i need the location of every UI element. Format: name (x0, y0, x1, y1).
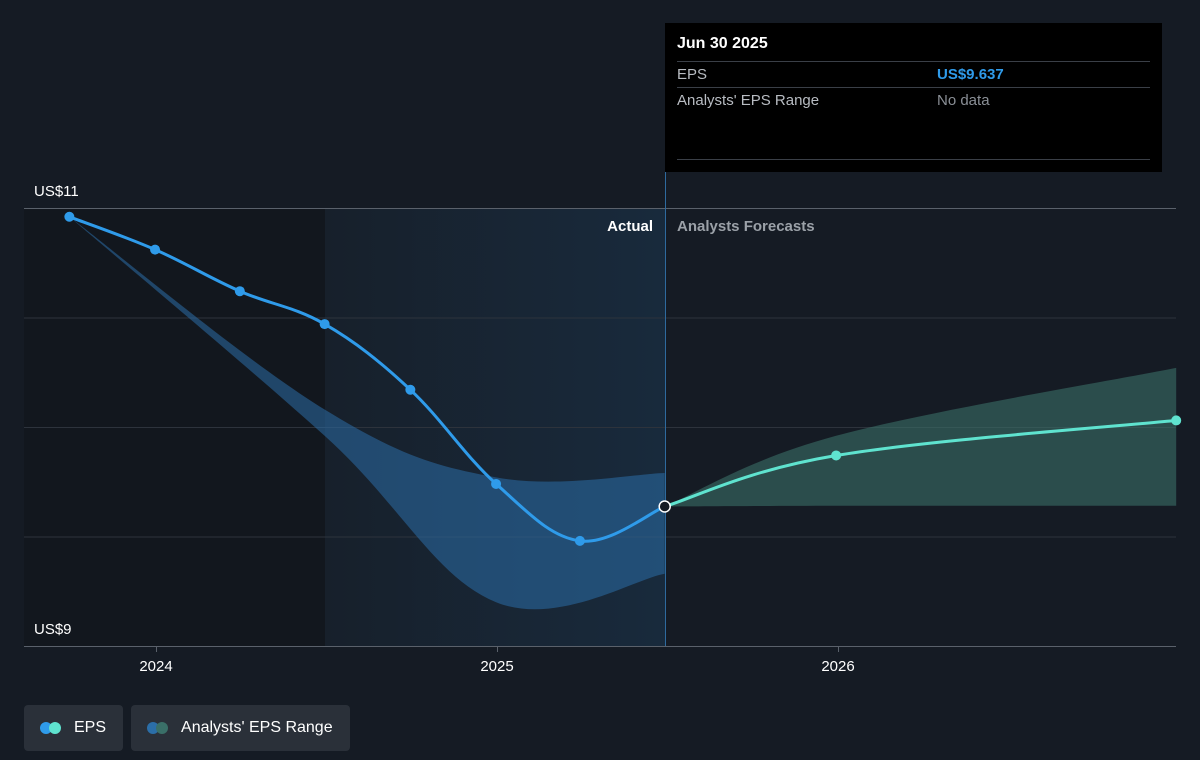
eps-range-band-forecast (664, 367, 1177, 507)
y-axis-top-label: US$11 (34, 183, 79, 200)
eps-line-actual (67, 215, 667, 543)
eps-legend-swatch-icon (40, 722, 64, 734)
tooltip-date: Jun 30 2025 (677, 35, 768, 52)
tooltip-row-eps: EPS US$9.637 (677, 61, 1150, 87)
eps-forecast-dot-icon (49, 722, 61, 734)
range-forecast-dot-icon (156, 722, 169, 734)
x-axis-ticks: 2024 2025 2026 (139, 646, 855, 675)
eps-data-point (405, 384, 416, 395)
legend-item-eps[interactable]: EPS (24, 705, 124, 751)
tooltip-row-range: Analysts' EPS Range No data (677, 87, 1150, 113)
forecast-section-label: Analysts Forecasts (677, 218, 815, 235)
tooltip-eps-label: EPS (677, 66, 708, 83)
range-bands (69, 216, 1177, 610)
x-tick-label: 2025 (480, 658, 513, 675)
tooltip-divider (677, 159, 1150, 160)
range-legend-swatch-icon (147, 722, 171, 734)
eps-chart: US$11 US$9 Actual Analysts Forecasts 202… (24, 172, 1182, 675)
eps-lines (67, 215, 1178, 543)
eps-line-forecast (663, 418, 1178, 508)
eps-current-point (658, 500, 671, 513)
eps-data-point (64, 211, 75, 222)
eps-range-band-actual (69, 216, 665, 610)
legend-range-label: Analysts' EPS Range (181, 719, 333, 736)
eps-data-point (1171, 415, 1182, 426)
eps-data-point (319, 319, 330, 330)
x-tick-label: 2026 (821, 658, 854, 675)
legend-item-eps-range[interactable]: Analysts' EPS Range (131, 705, 350, 751)
eps-data-point (574, 535, 585, 546)
eps-data-point (150, 244, 161, 255)
y-axis-bottom-label: US$9 (34, 621, 72, 638)
eps-data-point (234, 286, 245, 297)
eps-data-point (831, 450, 842, 461)
tooltip-eps-value: US$9.637 (937, 66, 1004, 83)
legend-eps-label: EPS (74, 719, 107, 736)
eps-data-point (491, 478, 502, 489)
hover-tooltip: Jun 30 2025 EPS US$9.637 Analysts' EPS R… (665, 23, 1162, 172)
actual-section-label: Actual (607, 218, 653, 235)
tooltip-range-value: No data (937, 92, 990, 109)
x-tick-label: 2024 (139, 658, 172, 675)
eps-points (64, 211, 1182, 546)
chart-legend: EPS Analysts' EPS Range (24, 705, 350, 751)
tooltip-range-label: Analysts' EPS Range (677, 92, 820, 109)
